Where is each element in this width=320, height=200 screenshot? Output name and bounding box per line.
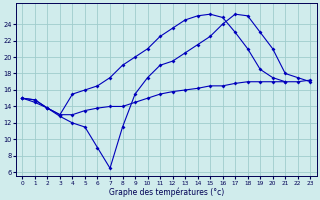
- X-axis label: Graphe des températures (°c): Graphe des températures (°c): [109, 187, 224, 197]
